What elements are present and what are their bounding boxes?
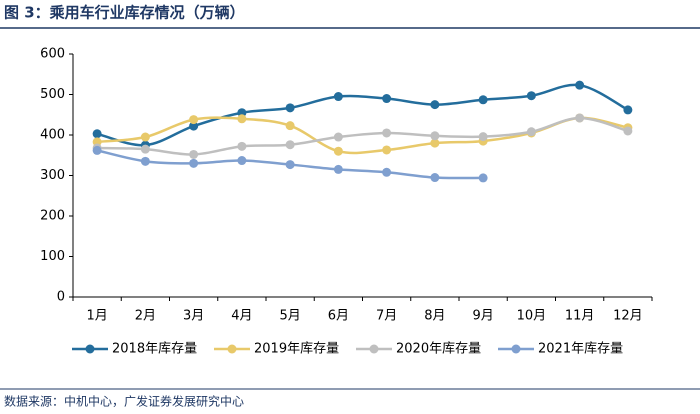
- source: 数据来源：中机中心，广发证券发展研究中心: [4, 394, 244, 409]
- point: [526, 91, 536, 101]
- point: [285, 140, 295, 150]
- point: [478, 95, 488, 105]
- y-tick-label: 400: [40, 128, 65, 143]
- point: [140, 156, 150, 166]
- x-tick-label: 4月: [231, 309, 252, 324]
- x-tick-label: 8月: [424, 309, 445, 324]
- point: [526, 127, 536, 137]
- point: [382, 94, 392, 104]
- point: [623, 105, 633, 115]
- point: [623, 126, 633, 136]
- y-tick-label: 100: [40, 249, 65, 264]
- point: [285, 103, 295, 113]
- point: [189, 158, 199, 168]
- point: [285, 160, 295, 170]
- x-tick-label: 1月: [86, 309, 107, 324]
- point: [92, 145, 102, 155]
- point: [430, 100, 440, 110]
- legend-label: 2020年库存量: [396, 341, 481, 357]
- x-tick-label: 11月: [565, 309, 595, 324]
- y-tick-label: 600: [40, 47, 65, 62]
- series-line: [96, 83, 629, 147]
- point: [575, 80, 585, 90]
- point: [478, 132, 488, 142]
- point: [430, 173, 440, 183]
- point: [189, 121, 199, 131]
- point: [140, 132, 150, 142]
- x-tick-label: 2月: [135, 309, 156, 324]
- chart-title: 图 3：乘用车行业库存情况（万辆）: [4, 4, 245, 22]
- point: [189, 115, 199, 125]
- point: [189, 149, 199, 159]
- legend-marker: [227, 344, 237, 354]
- x-tick-label: 3月: [183, 309, 204, 324]
- legend-label: 2018年库存量: [112, 341, 197, 357]
- point: [382, 128, 392, 138]
- point: [382, 145, 392, 155]
- y-tick-label: 200: [40, 209, 65, 224]
- x-tick-label: 5月: [279, 309, 300, 324]
- point: [478, 173, 488, 183]
- x-tick-label: 9月: [472, 309, 493, 324]
- point: [237, 156, 247, 166]
- point: [237, 114, 247, 124]
- y-tick-label: 0: [57, 290, 65, 305]
- x-tick-label: 6月: [328, 309, 349, 324]
- point: [285, 121, 295, 131]
- legend-label: 2019年库存量: [254, 341, 339, 357]
- legend-label: 2021年库存量: [538, 341, 623, 357]
- x-tick-label: 12月: [613, 309, 643, 324]
- y-tick-label: 500: [40, 87, 65, 102]
- point: [575, 113, 585, 123]
- point: [382, 167, 392, 177]
- y-tick-label: 300: [40, 168, 65, 183]
- point: [92, 129, 102, 139]
- x-tick-label: 10月: [517, 309, 547, 324]
- series-line: [97, 116, 629, 156]
- point: [333, 92, 343, 102]
- point: [333, 146, 343, 156]
- point: [333, 132, 343, 142]
- point: [430, 131, 440, 141]
- point: [333, 164, 343, 174]
- x-tick-label: 7月: [376, 309, 397, 324]
- legend-marker: [511, 344, 521, 354]
- point: [430, 138, 440, 148]
- legend-marker: [369, 344, 379, 354]
- legend-marker: [85, 344, 95, 354]
- point: [140, 144, 150, 154]
- point: [237, 141, 247, 151]
